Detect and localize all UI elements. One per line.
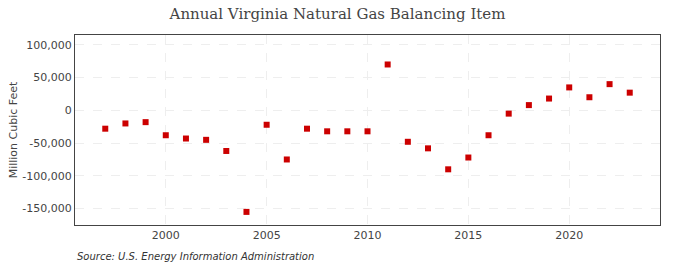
svg-text:100,000: 100,000: [26, 39, 72, 52]
svg-text:2020: 2020: [555, 229, 583, 242]
svg-text:Source: U.S. Energy Informatio: Source: U.S. Energy Information Administ…: [77, 251, 314, 262]
svg-text:50,000: 50,000: [33, 71, 72, 84]
svg-text:-50,000: -50,000: [29, 137, 71, 150]
svg-text:0: 0: [65, 104, 72, 117]
svg-text:2005: 2005: [253, 229, 281, 242]
svg-text:-150,000: -150,000: [22, 202, 71, 215]
svg-text:2010: 2010: [354, 229, 382, 242]
svg-text:2000: 2000: [152, 229, 180, 242]
svg-text:2015: 2015: [454, 229, 482, 242]
svg-text:Annual Virginia Natural Gas Ba: Annual Virginia Natural Gas Balancing It…: [169, 5, 506, 23]
svg-text:Million Cubic Feet: Million Cubic Feet: [7, 81, 20, 178]
svg-text:-100,000: -100,000: [22, 170, 71, 183]
